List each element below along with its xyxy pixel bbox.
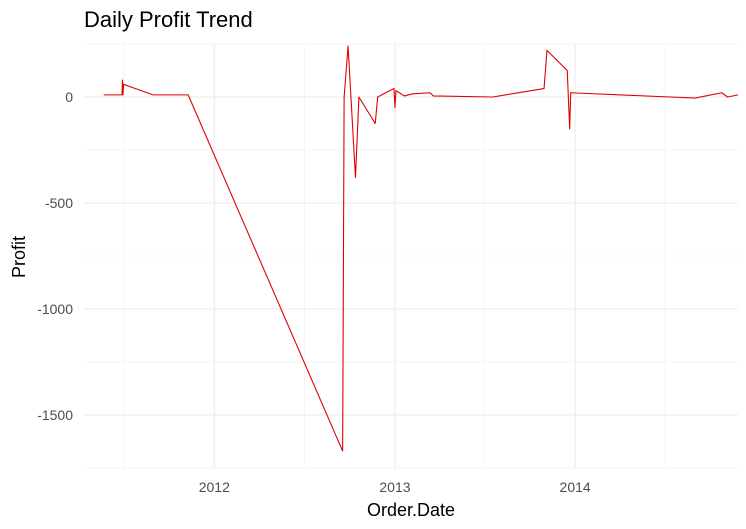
y-tick-label: -1500: [37, 407, 73, 423]
series-layer: [103, 45, 739, 452]
chart-title: Daily Profit Trend: [84, 7, 253, 32]
x-tick-label: 2013: [379, 479, 410, 495]
profit-series-line: [103, 45, 739, 452]
y-axis-title: Profit: [9, 236, 29, 278]
x-tick-label: 2014: [560, 479, 591, 495]
y-tick-label: -500: [45, 195, 73, 211]
x-tick-label: 2012: [199, 479, 230, 495]
y-tick-label: -1000: [37, 301, 73, 317]
x-axis-ticks: 2012 2013 2014: [199, 479, 591, 495]
minor-gridlines: [84, 43, 738, 469]
x-axis-title: Order.Date: [367, 500, 455, 520]
y-axis-ticks: 0 -500 -1000 -1500: [37, 89, 73, 423]
y-tick-label: 0: [65, 89, 73, 105]
major-gridlines: [84, 44, 738, 468]
